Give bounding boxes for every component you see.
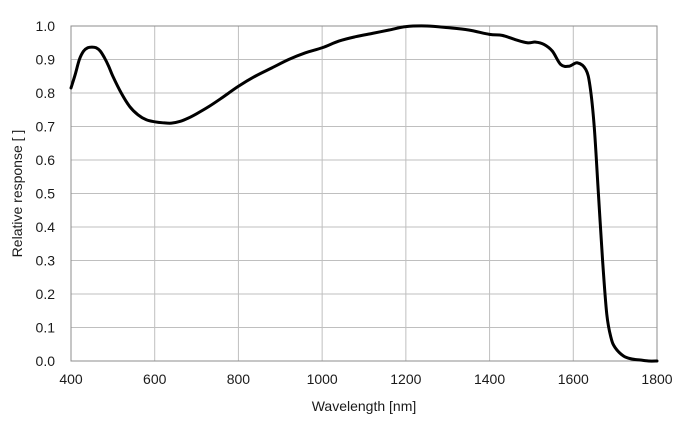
series-line xyxy=(69,24,659,363)
x-tick-label: 400 xyxy=(59,371,83,387)
y-tick-label: 0.8 xyxy=(36,85,56,101)
y-tick-label: 0.4 xyxy=(36,219,56,235)
y-tick-label: 0.5 xyxy=(36,186,56,202)
y-axis-title: Relative response [ ] xyxy=(9,130,25,258)
y-tick-label: 0.6 xyxy=(36,152,56,168)
y-tick-label: 0.9 xyxy=(36,52,56,68)
x-tick-label: 1000 xyxy=(307,371,338,387)
plot-frame xyxy=(70,25,658,362)
x-tick-label: 800 xyxy=(227,371,251,387)
x-tick-label: 600 xyxy=(143,371,167,387)
x-axis-title: Wavelength [nm] xyxy=(312,398,417,414)
series-layer xyxy=(69,24,659,363)
x-tick-label: 1400 xyxy=(474,371,505,387)
y-tick-label: 0.2 xyxy=(36,286,56,302)
y-tick-label: 0.0 xyxy=(36,353,56,369)
y-tick-label: 0.1 xyxy=(36,320,56,336)
grid-lines xyxy=(70,25,658,362)
y-tick-label: 0.3 xyxy=(36,253,56,269)
x-tick-label: 1600 xyxy=(558,371,589,387)
x-tick-label: 1200 xyxy=(390,371,421,387)
x-tick-label: 1800 xyxy=(641,371,672,387)
y-tick-label: 1.0 xyxy=(36,18,56,34)
tick-labels: 400 600 800 1000 1200 1400 1600 1800 0.0 0.1 0.2 0.… xyxy=(36,18,673,387)
y-tick-label: 0.7 xyxy=(36,119,56,135)
